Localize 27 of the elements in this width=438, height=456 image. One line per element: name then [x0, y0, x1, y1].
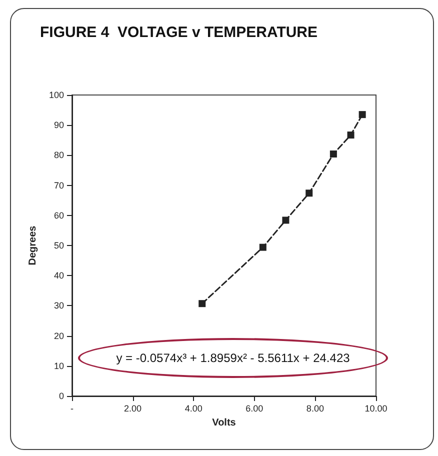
point — [198, 300, 206, 308]
x-tick-label: 2.00 — [124, 404, 142, 414]
x-tick-label: 10.00 — [364, 404, 388, 414]
y-tick-label: 80 — [54, 150, 64, 160]
point — [259, 244, 266, 251]
x-tick-label: 8.00 — [306, 404, 324, 414]
y-tick-label: 50 — [54, 240, 64, 250]
y-tick-label: 70 — [54, 180, 64, 190]
point — [306, 190, 313, 197]
y-tick-label: 90 — [54, 120, 64, 130]
y-tick-label: 10 — [54, 360, 64, 371]
point — [347, 132, 354, 139]
y-tick-label: 100 — [48, 90, 64, 100]
point — [282, 216, 290, 224]
chart-title: FIGURE 4 VOLTAGE v TEMPERATURE — [40, 24, 318, 41]
y-axis-title: Degrees — [28, 225, 39, 266]
y-tick-label: 30 — [54, 300, 64, 311]
y-tick-label: 20 — [54, 330, 64, 341]
y-tick-label: 60 — [54, 210, 64, 220]
x-axis-title: Volts — [212, 418, 236, 428]
x-tick-label: - — [70, 404, 74, 414]
y-tick-label: 40 — [54, 270, 64, 281]
y-tick-label: 0 — [58, 391, 64, 401]
x-tick-label: 6.00 — [246, 404, 264, 414]
point — [358, 111, 366, 118]
x-tick-label: 4.00 — [184, 404, 202, 414]
point — [330, 150, 337, 158]
